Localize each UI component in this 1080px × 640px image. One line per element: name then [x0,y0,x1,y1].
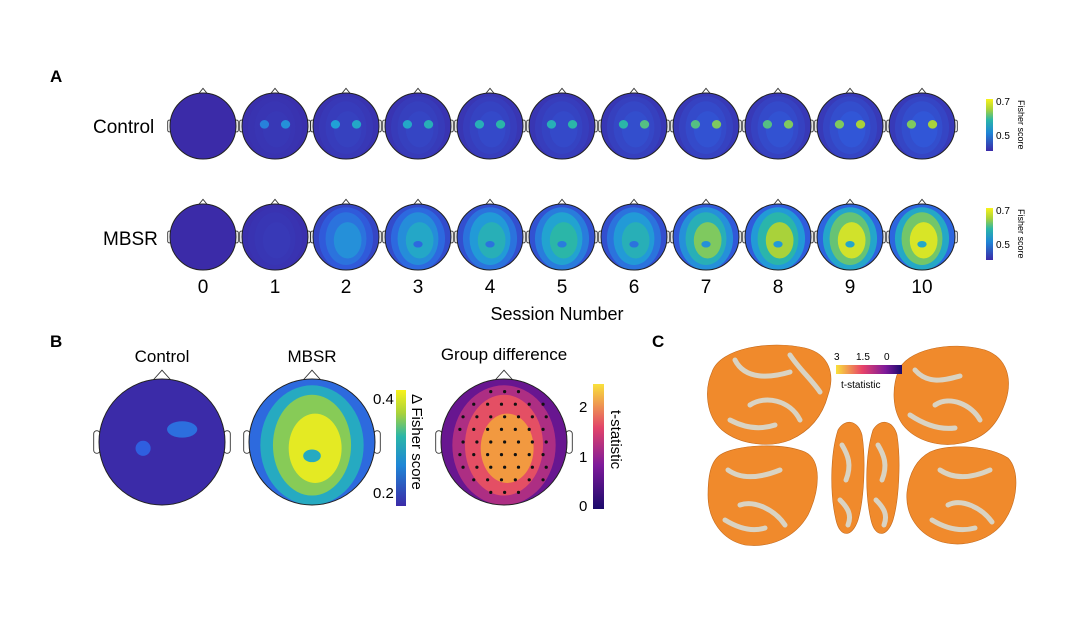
panel-letter-b: B [50,332,62,351]
svg-text:0.5: 0.5 [996,131,1010,142]
svg-text:0.2: 0.2 [373,485,394,502]
svg-text:t-statistic: t-statistic [607,410,624,470]
topomap-control-delta [93,369,231,506]
svg-text:1.5: 1.5 [856,352,870,363]
topomap-mbsr-session-1 [239,198,311,271]
colorbar-delta-fisher: 0.4 0.2 Δ Fisher score [373,390,425,506]
topomap-mbsr-delta [243,369,381,506]
panel-a-topomaps [167,87,958,271]
topomap-control-session-2 [310,87,382,160]
topomap-mbsr-session-4 [454,198,526,271]
colorbar-fisher-mbsr: 0.7 0.5 Fisher score [986,206,1026,260]
topomap-group-difference [435,369,573,506]
colorbar-fisher-control: 0.7 0.5 Fisher score [986,97,1026,151]
svg-text:3: 3 [834,352,840,363]
topomap-control-session-6 [598,87,670,160]
topomap-mbsr-session-7 [670,198,742,271]
topomap-mbsr-session-6 [598,198,670,271]
topomap-mbsr-session-9 [814,198,886,271]
session-label: 8 [773,277,784,298]
panel-b-topomaps [93,369,573,506]
topomap-control-session-5 [526,87,598,160]
svg-text:1: 1 [579,449,587,466]
brain-right-lateral [906,446,1017,545]
svg-text:0.5: 0.5 [996,240,1010,251]
b-title-group-difference: Group difference [441,345,567,364]
topomap-control-session-8 [742,87,814,160]
b-title-mbsr: MBSR [287,347,336,366]
row-label-mbsr: MBSR [103,229,158,250]
session-axis-title: Session Number [490,304,623,324]
session-label: 2 [341,277,352,298]
colorbar-t-statistic-b: 2 1 0 t-statistic [579,384,624,515]
panel-letter-c: C [652,332,664,351]
brain-dorsal-left [831,422,865,534]
topomap-control-session-1 [239,87,311,160]
session-label: 9 [845,277,856,298]
topomap-mbsr-session-5 [526,198,598,271]
brain-dorsal-right [866,422,900,534]
b-title-control: Control [135,347,190,366]
svg-text:0.4: 0.4 [373,391,394,408]
session-label: 7 [701,277,712,298]
session-label: 0 [198,277,209,298]
session-label: 1 [270,277,281,298]
session-label: 5 [557,277,568,298]
topomap-control-session-4 [454,87,526,160]
topomap-mbsr-session-3 [382,198,454,271]
session-label: 6 [629,277,640,298]
session-label: 4 [485,277,496,298]
topomap-control-session-9 [814,87,886,160]
svg-text:2: 2 [579,399,587,416]
topomap-control-session-10 [886,87,958,160]
svg-text:Fisher score: Fisher score [1016,100,1026,150]
colorbar-t-statistic-c: 3 1.5 0 t-statistic [834,352,902,391]
topomap-mbsr-session-10 [886,198,958,271]
row-label-control: Control [93,117,154,138]
brain-left-medial [707,445,818,546]
panel-c-brain-surfaces [707,344,1017,546]
topomap-control-session-3 [382,87,454,160]
session-labels: 0 1 2 3 4 5 6 7 8 9 10 [198,277,933,298]
session-label: 10 [911,277,932,298]
topomap-mbsr-session-8 [742,198,814,271]
topomap-control-session-0 [167,87,239,160]
topomap-mbsr-session-2 [310,198,382,271]
svg-text:0: 0 [884,352,890,363]
svg-text:Δ Fisher score: Δ Fisher score [408,394,425,490]
svg-text:0: 0 [579,498,587,515]
session-label: 3 [413,277,424,298]
topomap-mbsr-session-0 [167,198,239,271]
panel-letter-a: A [50,67,62,86]
brain-left-lateral [707,344,832,445]
brain-right-medial [893,345,1009,445]
svg-text:0.7: 0.7 [996,206,1010,217]
topomap-control-session-7 [670,87,742,160]
svg-text:t-statistic: t-statistic [841,380,880,391]
svg-text:0.7: 0.7 [996,97,1010,108]
svg-text:Fisher score: Fisher score [1016,209,1026,259]
